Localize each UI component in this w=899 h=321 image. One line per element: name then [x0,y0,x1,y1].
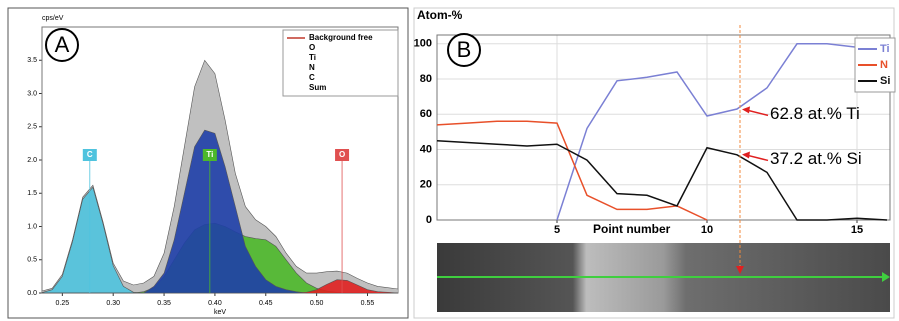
y-tick-label: 2.0 [27,157,37,164]
y-tick-label: 3.5 [27,57,37,64]
legend-label: Background free [309,33,373,42]
panel-label: A [55,32,70,57]
x-tick-label: 0.30 [106,300,120,307]
legend-label: C [309,73,315,82]
peak-label: C [87,150,93,159]
y-tick-label: 0.0 [27,290,37,297]
y-tick-label: 20 [420,179,432,191]
y-axis-label: cps/eV [42,15,64,22]
annotation-text: 37.2 at.% Si [770,149,862,168]
y-tick-label: 80 [420,73,432,85]
page: 0.0 0.5 1.0 1.5 2.0 2.5 3.0 3.5 0.25 0.30 0.35 0.40… [0,0,899,321]
peak-label: Ti [206,150,213,159]
figure: 0.0 0.5 1.0 1.5 2.0 2.5 3.0 3.5 0.25 0.30 0.35 0.40… [0,0,899,321]
x-tick-label: 0.25 [56,300,70,307]
legend-label: Ti [880,43,890,55]
annotation-text: 62.8 at.% Ti [770,104,860,123]
legend-label: O [309,43,315,52]
y-tick-label: 2.5 [27,124,37,131]
x-tick-label: 15 [851,224,863,236]
x-tick-label: 0.35 [157,300,171,307]
x-tick-label: 10 [701,224,713,236]
x-tick-label: 0.45 [259,300,273,307]
peak-label: O [339,150,345,159]
y-tick-label: 0 [426,214,432,226]
y-tick-label: 0.5 [27,257,37,264]
panel-label: B [457,37,472,62]
legend-label: N [309,63,315,72]
legend-label: Si [880,75,890,87]
y-tick-label: 100 [414,38,432,50]
x-tick-label: 0.40 [208,300,222,307]
x-axis-label: Point number [593,222,671,236]
x-tick-label: 0.50 [310,300,324,307]
y-tick-label: 1.5 [27,190,37,197]
y-axis-label: Atom-% [417,8,463,22]
y-tick-label: 3.0 [27,90,37,97]
legend-label: N [880,59,888,71]
legend-label: Sum [309,83,326,92]
legend-label: Ti [309,53,316,62]
y-tick-label: 40 [420,143,432,155]
x-axis-label: keV [214,309,226,316]
y-tick-label: 60 [420,108,432,120]
x-tick-label: 5 [554,224,560,236]
x-tick-label: 0.55 [361,300,375,307]
y-tick-label: 1.0 [27,223,37,230]
